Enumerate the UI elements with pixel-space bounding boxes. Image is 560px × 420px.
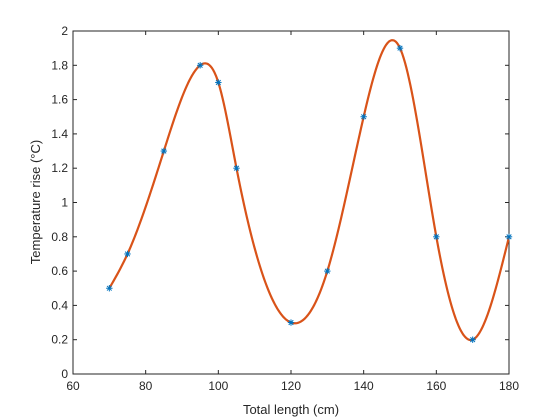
x-tick-label: 120 bbox=[281, 379, 301, 393]
x-tick-label: 60 bbox=[66, 379, 80, 393]
data-point-marker bbox=[505, 233, 513, 240]
data-point-marker bbox=[433, 233, 440, 240]
plot-area bbox=[72, 30, 510, 375]
y-tick-label: 0 bbox=[61, 367, 68, 381]
data-point-marker bbox=[124, 250, 131, 258]
x-tick-label: 100 bbox=[208, 379, 228, 393]
x-tick-label: 160 bbox=[426, 379, 446, 393]
x-axis-title: Total length (cm) bbox=[243, 402, 339, 417]
y-tick-label: 1.8 bbox=[51, 58, 68, 72]
fitted-curve bbox=[108, 39, 511, 342]
y-tick-label: 1.6 bbox=[51, 93, 68, 107]
x-axis: 60 80 100 120 140 160 180 bbox=[66, 31, 519, 393]
y-tick-label: 0.6 bbox=[51, 264, 68, 278]
series-layer bbox=[106, 39, 513, 343]
x-tick-label: 80 bbox=[139, 379, 153, 393]
y-axis-title: Temperature rise (°C) bbox=[28, 140, 43, 264]
data-point-marker bbox=[233, 165, 240, 172]
y-axis: 0 0.2 0.4 0.6 0.8 1 1.2 1.4 1.6 1.8 2 bbox=[51, 24, 509, 381]
data-point-marker bbox=[469, 336, 476, 343]
data-point-marker bbox=[396, 44, 404, 52]
data-point-marker bbox=[196, 62, 204, 69]
x-tick-label: 180 bbox=[499, 379, 519, 393]
data-point-marker bbox=[324, 267, 331, 275]
data-point-marker bbox=[215, 79, 222, 86]
y-tick-label: 1.4 bbox=[51, 127, 68, 141]
y-tick-label: 0.4 bbox=[51, 298, 68, 312]
x-tick-label: 140 bbox=[354, 379, 374, 393]
y-tick-label: 0.2 bbox=[51, 333, 68, 347]
data-point-marker bbox=[287, 319, 295, 326]
data-point-marker bbox=[160, 147, 168, 155]
y-tick-label: 2 bbox=[61, 24, 68, 38]
data-point-marker bbox=[360, 113, 367, 120]
y-tick-label: 0.8 bbox=[51, 230, 68, 244]
data-point-marker bbox=[106, 285, 113, 292]
y-tick-label: 1.2 bbox=[51, 161, 68, 175]
y-tick-label: 1 bbox=[61, 196, 68, 210]
